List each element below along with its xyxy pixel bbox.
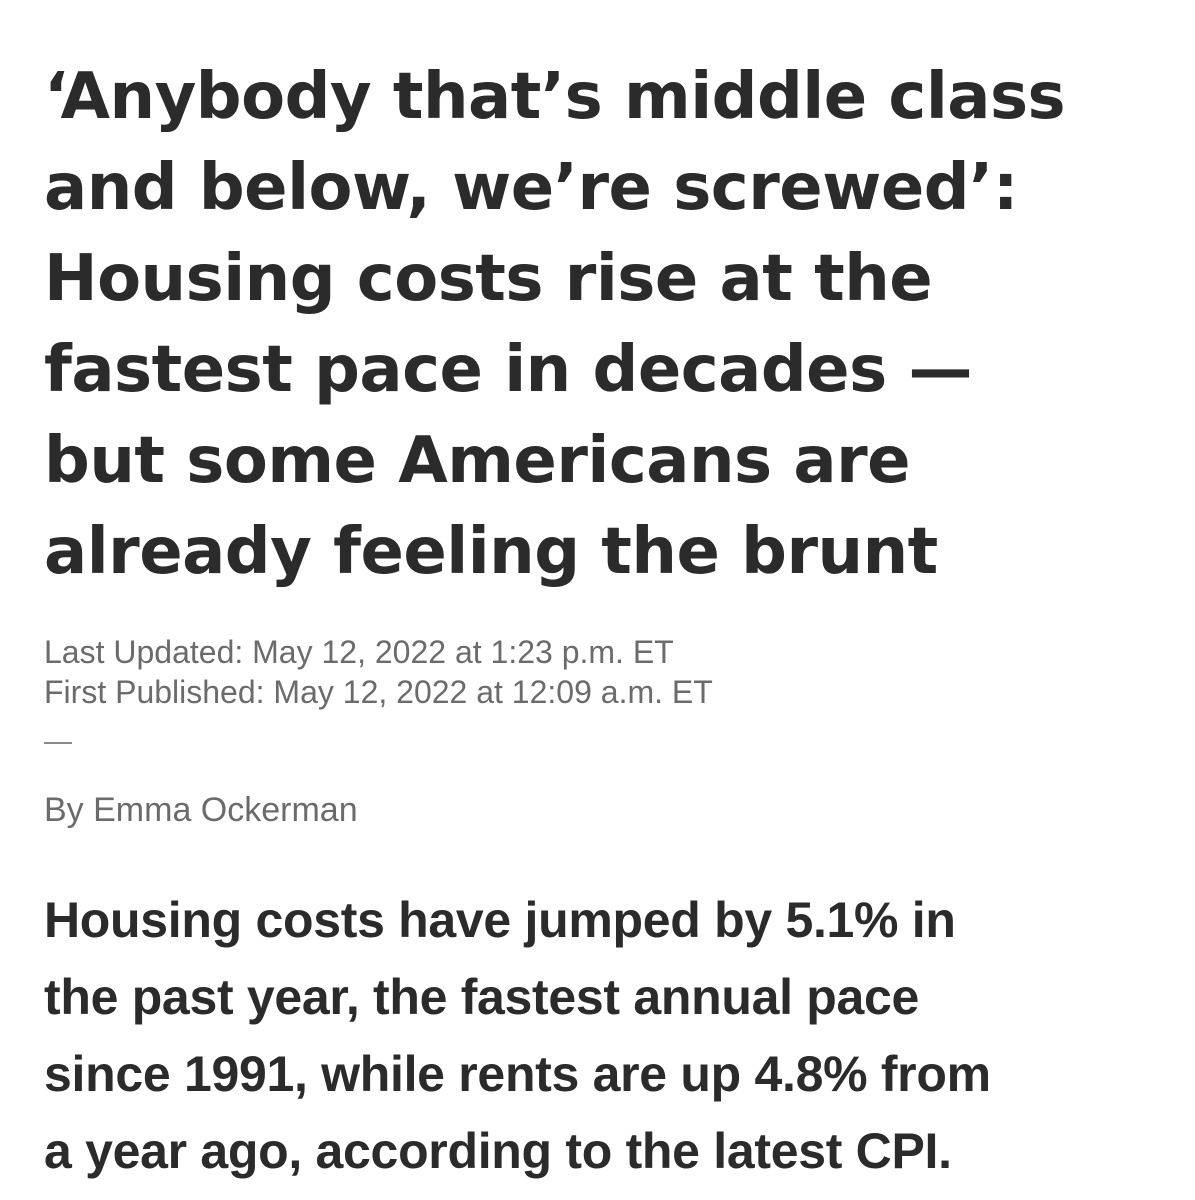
headline-line: and below, we’re screwed’: <box>44 151 1018 225</box>
headline-line: but some Americans are <box>44 424 911 498</box>
summary-line: Housing costs have jumped by 5.1% in <box>44 892 956 948</box>
timestamps: Last Updated: May 12, 2022 at 1:23 p.m. … <box>44 632 1154 712</box>
headline-line: ‘Anybody that’s middle class <box>44 60 1066 134</box>
article: ‘Anybody that’s middle class and below, … <box>44 52 1154 1190</box>
first-published: First Published: May 12, 2022 at 12:09 a… <box>44 674 713 710</box>
headline-line: already feeling the brunt <box>44 515 938 589</box>
summary-line: a year ago, according to the latest CPI. <box>44 1123 952 1179</box>
divider <box>44 742 72 744</box>
article-summary: Housing costs have jumped by 5.1% in the… <box>44 882 1154 1190</box>
headline: ‘Anybody that’s middle class and below, … <box>44 52 1154 598</box>
headline-line: fastest pace in decades — <box>44 333 972 407</box>
summary-line: the past year, the fastest annual pace <box>44 969 920 1025</box>
byline[interactable]: By Emma Ockerman <box>44 791 358 829</box>
headline-line: Housing costs rise at the <box>44 242 933 316</box>
summary-line: since 1991, while rents are up 4.8% from <box>44 1046 991 1102</box>
last-updated: Last Updated: May 12, 2022 at 1:23 p.m. … <box>44 634 674 670</box>
